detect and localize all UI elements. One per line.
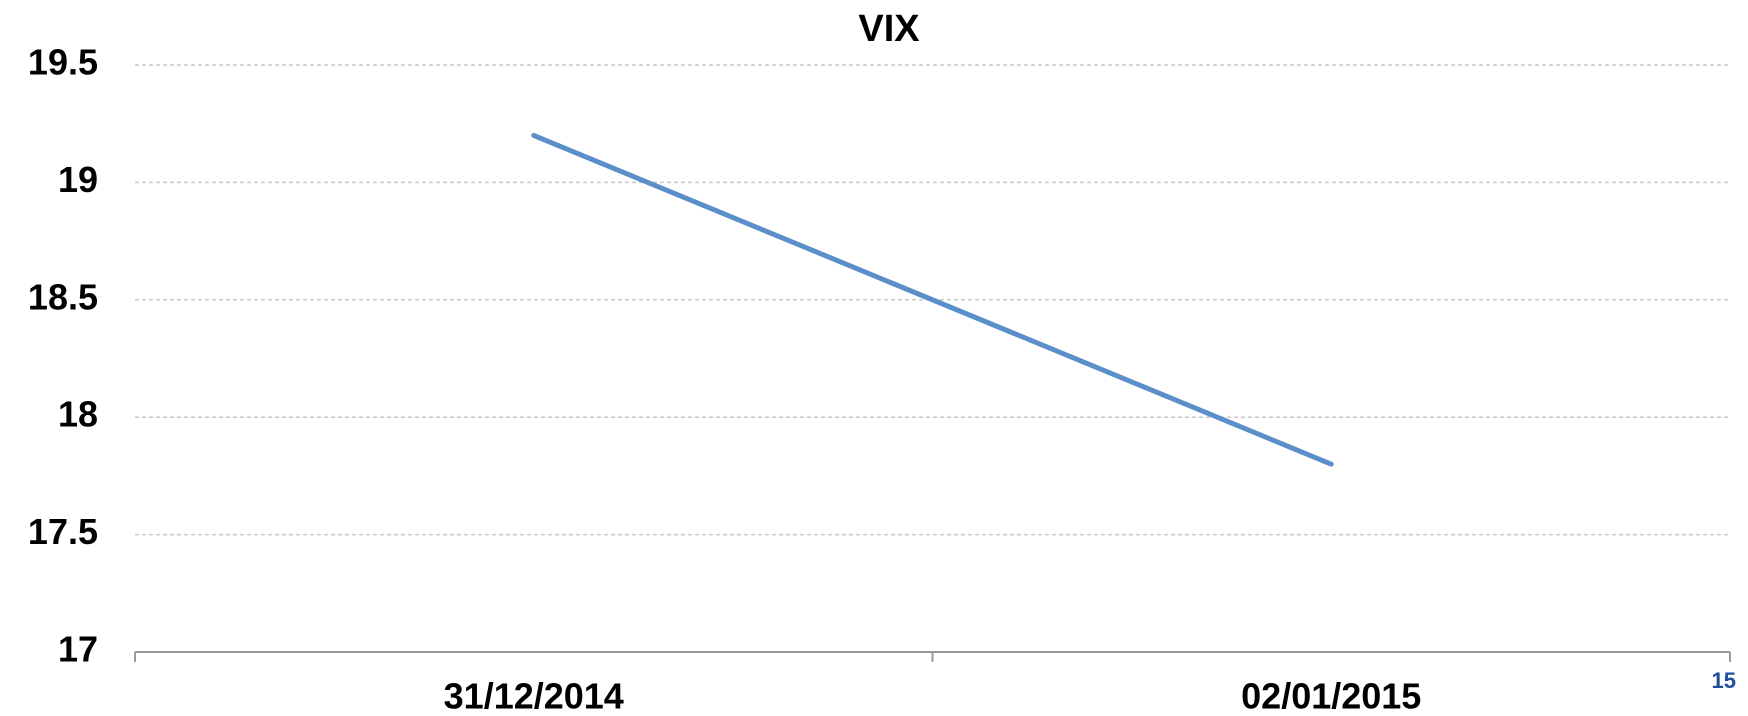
- y-tick-label: 19: [58, 159, 98, 200]
- line-series: [531, 132, 1334, 467]
- x-tick-label: 02/01/2015: [1241, 676, 1421, 716]
- y-tick-label: 18: [58, 394, 98, 435]
- y-tick-label: 17.5: [28, 511, 98, 552]
- y-tick-label: 18.5: [28, 276, 98, 317]
- x-tick-label: 31/12/2014: [444, 676, 624, 716]
- y-tick-label: 17: [58, 629, 98, 670]
- chart-title: VIX: [858, 8, 920, 50]
- page-number: 15: [1712, 668, 1736, 693]
- y-tick-label: 19.5: [28, 42, 98, 83]
